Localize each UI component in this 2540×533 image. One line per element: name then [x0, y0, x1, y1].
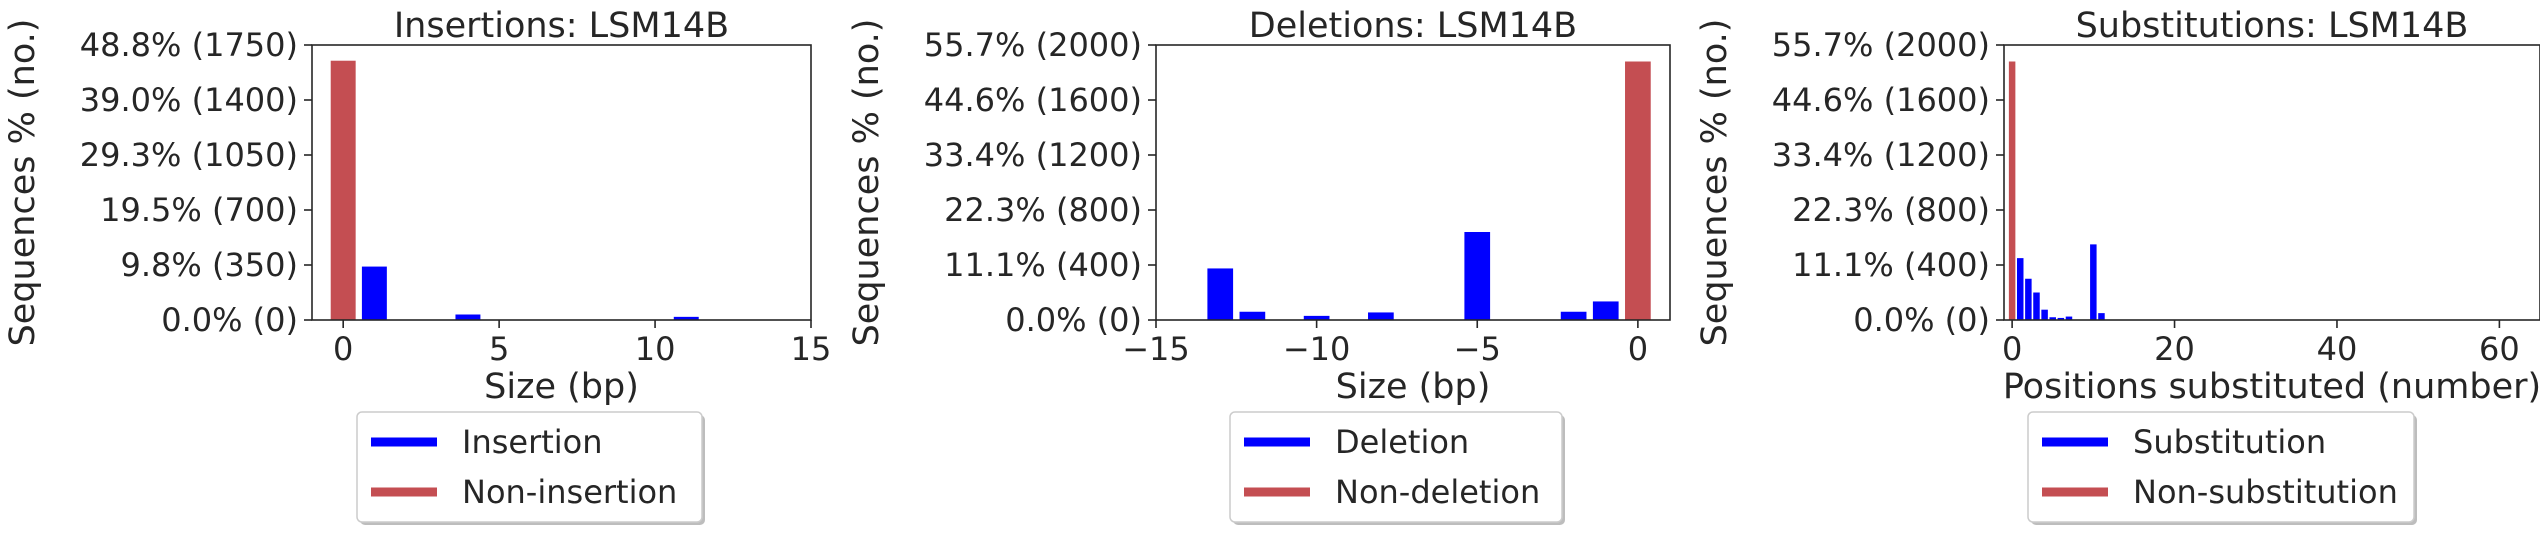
chart-title: Deletions: LSM14B [1249, 6, 1577, 46]
plot-frame [1155, 44, 1671, 321]
chart-title: Substitutions: LSM14B [2076, 6, 2469, 46]
x-tick-label: 15 [791, 330, 832, 368]
bar-non-insertion [330, 60, 356, 320]
legend-label: Non-insertion [462, 473, 677, 511]
bar-deletion [1560, 311, 1587, 320]
bar-deletion [1592, 301, 1619, 320]
bar-substitution [2049, 317, 2056, 320]
bar-insertion [455, 314, 481, 320]
x-tick-label: 0 [1628, 330, 1648, 368]
y-tick-label: 22.3% (800) [1792, 191, 1990, 229]
bar-substitution [2090, 244, 2097, 320]
bar-insertion [361, 266, 387, 320]
y-tick-label: 11.1% (400) [1792, 246, 1990, 284]
x-tick-label: −10 [1283, 330, 1351, 368]
bar-deletion [1303, 315, 1330, 320]
x-tick-label: −5 [1454, 330, 1501, 368]
plot-frame [311, 44, 812, 321]
bar-deletion [1239, 311, 1266, 320]
chart-title: Insertions: LSM14B [394, 6, 729, 46]
y-tick-label: 44.6% (1600) [924, 81, 1142, 119]
x-tick-label: 0 [333, 330, 353, 368]
bar-substitution [2041, 309, 2048, 320]
legend-label: Deletion [1335, 423, 1469, 461]
x-axis-label: Positions substituted (number) [2003, 367, 2540, 407]
y-tick-label: 33.4% (1200) [1772, 136, 1990, 174]
y-tick-label: 44.6% (1600) [1772, 81, 1990, 119]
legend-label: Non-substitution [2133, 473, 2398, 511]
x-tick-label: 20 [2154, 330, 2195, 368]
y-tick-label: 0.0% (0) [1853, 301, 1990, 339]
x-axis-label: Size (bp) [1336, 367, 1491, 407]
x-tick-label: 60 [2479, 330, 2520, 368]
y-axis-label: Sequences % (no.) [1695, 19, 1735, 347]
bar-deletion [1207, 268, 1234, 320]
y-tick-label: 0.0% (0) [161, 301, 298, 339]
x-tick-label: −15 [1122, 330, 1190, 368]
legend: Deletion Non-deletion [1229, 411, 1565, 525]
y-tick-label: 11.1% (400) [944, 246, 1142, 284]
bar-non-deletion [1625, 61, 1651, 320]
y-tick-label: 19.5% (700) [100, 191, 298, 229]
legend: Substitution Non-substitution [2027, 411, 2417, 525]
x-tick-label: 5 [489, 330, 509, 368]
bar-non-substitution [2008, 61, 2016, 320]
y-tick-label: 39.0% (1400) [80, 81, 298, 119]
y-tick-label: 9.8% (350) [120, 246, 298, 284]
plot-frame [2003, 44, 2540, 321]
bar-substitution [2016, 258, 2024, 320]
y-axis-label: Sequences % (no.) [847, 19, 887, 347]
legend-label: Substitution [2133, 423, 2326, 461]
y-tick-label: 48.8% (1750) [80, 26, 298, 64]
legend-label: Insertion [462, 423, 603, 461]
y-tick-label: 55.7% (2000) [924, 26, 1142, 64]
y-tick-label: 0.0% (0) [1005, 301, 1142, 339]
bar-deletion [1368, 312, 1394, 320]
legend-box [1229, 411, 1563, 523]
bar-deletion [1464, 232, 1491, 320]
x-tick-label: 0 [2002, 330, 2022, 368]
bar-substitution [2025, 278, 2032, 320]
y-tick-label: 29.3% (1050) [80, 136, 298, 174]
y-tick-label: 33.4% (1200) [924, 136, 1142, 174]
bar-substitution [2033, 292, 2040, 320]
chart-panel-1: 0.0% (0) 9.8% (350) 19.5% (700) 29.3% (1050… [3, 6, 831, 525]
legend-label: Non-deletion [1335, 473, 1540, 511]
y-axis-label: Sequences % (no.) [3, 19, 43, 347]
y-tick-label: 55.7% (2000) [1772, 26, 1990, 64]
legend-box [356, 411, 703, 523]
chart-panel-3: 0.0% (0) 11.1% (400) 22.3% (800) 33.4% (120… [1695, 6, 2540, 525]
chart-panel-2: 0.0% (0) 11.1% (400) 22.3% (800) 33.4% (120… [847, 6, 1671, 525]
bar-substitution [2057, 317, 2065, 320]
x-axis-label: Size (bp) [484, 367, 639, 407]
x-tick-label: 40 [2317, 330, 2358, 368]
y-tick-label: 22.3% (800) [944, 191, 1142, 229]
legend: Insertion Non-insertion [356, 411, 705, 525]
x-tick-label: 10 [635, 330, 676, 368]
bar-substitution [2065, 316, 2073, 320]
bar-substitution [2098, 313, 2105, 320]
legend-box [2027, 411, 2415, 523]
bar-insertion [673, 316, 699, 320]
